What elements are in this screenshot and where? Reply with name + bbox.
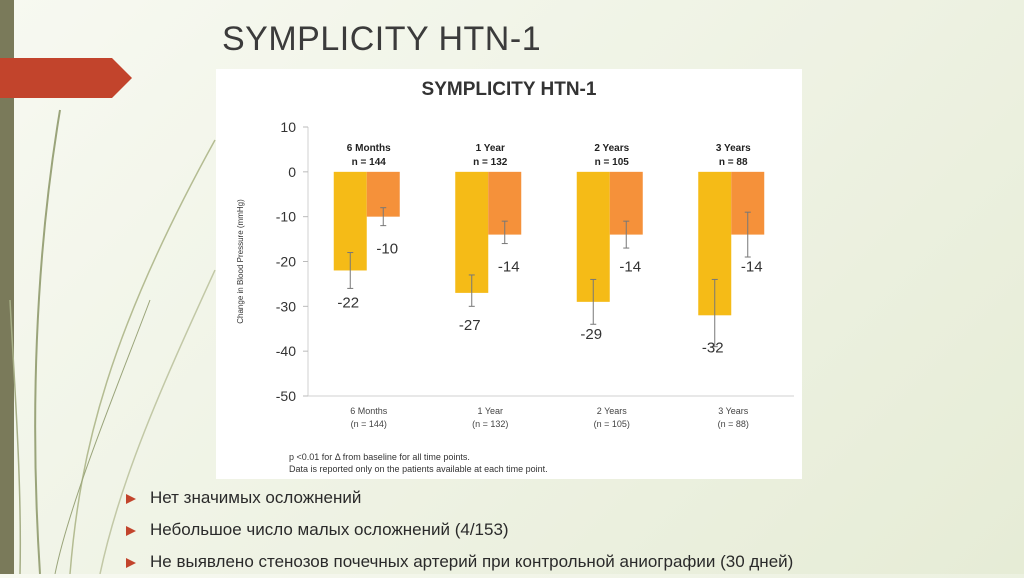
y-tick-label: 10 — [280, 119, 296, 135]
bar — [455, 171, 489, 293]
bullet-item: Не выявлено стенозов почечных артерий пр… — [126, 546, 1006, 578]
group-header-n: n = 144 — [352, 157, 387, 168]
bullet-text: Небольшое число малых осложнений (4/153) — [150, 520, 509, 539]
x-tick-label: 3 Years — [718, 406, 749, 416]
data-label: -22 — [337, 294, 359, 311]
y-tick-label: -30 — [276, 298, 296, 314]
bullet-item: Небольшое число малых осложнений (4/153) — [126, 514, 1006, 546]
decorative-grass-lines — [9, 109, 216, 574]
x-tick-label: 6 Months — [350, 406, 388, 416]
bullet-text: Нет значимых осложнений — [150, 488, 362, 507]
x-tick-label: 2 Years — [597, 406, 628, 416]
group-header-period: 3 Years — [716, 143, 751, 154]
group-header-period: 2 Years — [594, 143, 629, 154]
data-label: -32 — [702, 339, 724, 356]
data-label: -29 — [580, 326, 602, 343]
bullet-list: Нет значимых осложнений Небольшое число … — [126, 482, 1006, 578]
group-header-n: n = 105 — [595, 157, 630, 168]
x-tick-label: (n = 144) — [351, 419, 387, 429]
bullet-arrow-icon — [126, 494, 136, 504]
slide-title: SYMPLICITY HTN-1 — [222, 20, 542, 58]
y-tick-label: -20 — [276, 254, 296, 270]
footnote: p <0.01 for Δ from baseline for all time… — [289, 452, 470, 462]
group-header-n: n = 132 — [473, 157, 508, 168]
bullet-arrow-icon — [126, 526, 136, 536]
bar-chart: SYMPLICITY HTN-1 10 0 -10 -20 -30 -40 -50 Change… — [236, 79, 794, 474]
data-label: -14 — [741, 259, 763, 276]
group-header-n: n = 88 — [719, 157, 748, 168]
left-accent-strip — [0, 0, 14, 574]
chart-title: SYMPLICITY HTN-1 — [422, 79, 597, 100]
x-tick-label: (n = 132) — [472, 419, 508, 429]
y-tick-label: 0 — [288, 164, 296, 180]
bullet-arrow-icon — [126, 558, 136, 568]
y-tick-label: -40 — [276, 343, 296, 359]
bullet-text: Не выявлено стенозов почечных артерий пр… — [150, 552, 794, 571]
group-header-period: 6 Months — [347, 143, 391, 154]
title-accent-arrow — [0, 58, 132, 98]
x-tick-label: (n = 105) — [594, 419, 630, 429]
y-tick-label: -50 — [276, 388, 296, 404]
bullet-item: Нет значимых осложнений — [126, 482, 1006, 514]
x-tick-label: 1 Year — [477, 406, 503, 416]
y-tick-label: -10 — [276, 209, 296, 225]
footnote: Data is reported only on the patients av… — [289, 464, 548, 474]
data-label: -14 — [498, 259, 520, 276]
group-header-period: 1 Year — [476, 143, 505, 154]
data-label: -10 — [376, 241, 398, 258]
data-label: -27 — [459, 317, 481, 334]
y-axis-label: Change in Blood Pressure (mmHg) — [236, 199, 245, 324]
chart-panel: SYMPLICITY HTN-1 10 0 -10 -20 -30 -40 -50 Change… — [216, 69, 802, 479]
x-tick-label: (n = 88) — [718, 419, 749, 429]
data-label: -14 — [619, 259, 641, 276]
